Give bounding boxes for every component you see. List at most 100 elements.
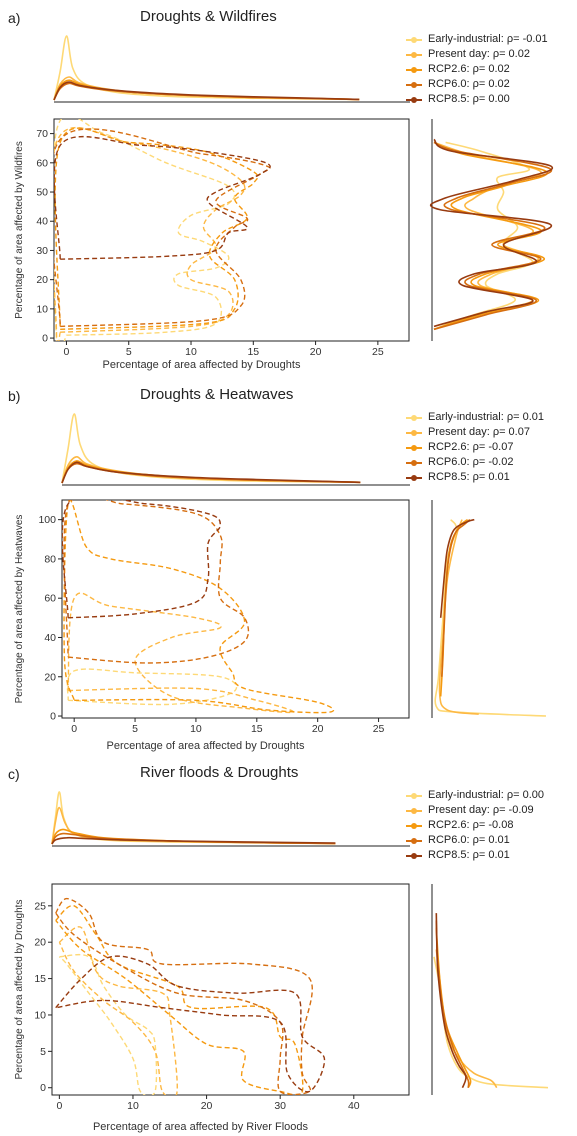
x-tick-label: 25 [373,723,385,735]
y-tick-label: 0 [50,711,56,723]
plot-frame [53,118,410,342]
right-marginal-rcp6-0 [433,141,553,331]
legend-swatch [406,791,422,801]
y-tick-label: 0 [40,1082,46,1094]
y-tick-label: 80 [44,553,56,565]
x-tick-label: 20 [312,723,324,735]
legend-label: RCP8.5: ρ= 0.00 [428,93,510,105]
panel-a-figure: 0 5 10 15 20 25 0 10 20 30 40 50 60 70 Percentage of a… [14,35,554,371]
y-tick-label: 40 [44,632,56,644]
legend-label: RCP2.6: ρ= -0.07 [428,441,514,453]
legend-swatch [406,443,422,453]
y-tick-label: 20 [34,937,46,949]
x-tick-label: 20 [201,1100,213,1112]
contour-rcp2-6-0 [63,500,335,714]
legend-swatch [406,80,422,90]
contour-early-industrial-0 [58,953,158,1095]
right-marginal-rcp8-5 [439,518,475,618]
legend-swatch [406,428,422,438]
y-tick-label: 50 [36,187,48,199]
y-tick-label: 25 [34,900,46,912]
panel-b-legend: Early-industrial: ρ= 0.01 Present day: ρ=… [406,410,544,485]
y-tick-label: 0 [42,333,48,345]
legend-label: RCP6.0: ρ= 0.02 [428,78,510,90]
contour-rcp2-6-0 [55,904,304,1095]
legend-item: Early-industrial: ρ= 0.01 [406,410,544,425]
legend-item: RCP2.6: ρ= -0.07 [406,440,544,455]
y-tick-label: 30 [36,245,48,257]
legend-label: RCP8.5: ρ= 0.01 [428,849,510,861]
legend-swatch [406,821,422,831]
contour-rcp6-0-0 [63,500,250,664]
x-tick-label: 20 [310,346,322,358]
contour-early-industrial-0 [66,668,238,706]
y-tick-label: 100 [38,514,56,526]
panel-a-letter: a) [8,10,21,26]
contour-rcp6-0-0 [55,897,313,1095]
y-tick-label: 5 [40,1046,46,1058]
legend-item: RCP8.5: ρ= 0.01 [406,470,544,485]
panel-b-letter: b) [8,388,21,404]
y-tick-label: 60 [36,157,48,169]
y-tick-label: 10 [34,1009,46,1021]
x-axis-label: Percentage of area affected by Droughts [103,359,301,371]
panel-b-figure: 0 5 10 15 20 25 0 20 40 60 80 100 Percentage of area… [14,413,547,752]
panel-c: 0 10 20 30 40 0 5 10 15 20 25 Percentage of area af… [0,756,577,1134]
contour-rcp8-5-0 [55,955,326,1093]
y-tick-label: 40 [36,216,48,228]
legend-label: RCP2.6: ρ= 0.02 [428,63,510,75]
panel-a: 0 5 10 15 20 25 0 10 20 30 40 50 60 70 Percentage of a… [0,0,577,378]
x-tick-label: 10 [185,346,197,358]
x-tick-label: 0 [71,723,77,735]
y-axis-label: Percentage of area affected by Heatwaves [14,515,25,704]
legend-label: Early-industrial: ρ= 0.01 [428,411,545,423]
y-tick-label: 70 [36,128,48,140]
legend-item: RCP8.5: ρ= 0.00 [406,92,548,107]
y-tick-label: 20 [36,274,48,286]
legend-swatch [406,458,422,468]
legend-swatch [406,35,422,45]
legend-item: Present day: ρ= -0.09 [406,803,544,818]
x-tick-label: 30 [274,1100,286,1112]
x-tick-label: 15 [251,723,263,735]
x-tick-label: 5 [126,346,132,358]
legend-item: Present day: ρ= 0.02 [406,47,548,62]
right-marginal-early-industrial [433,141,534,331]
legend-label: Early-industrial: ρ= 0.00 [428,789,545,801]
contour-early-industrial-0 [54,119,236,341]
legend-swatch [406,836,422,846]
top-marginal-rcp8-5 [61,461,361,484]
legend-label: RCP8.5: ρ= 0.01 [428,471,510,483]
legend-item: Early-industrial: ρ= -0.01 [406,32,548,47]
panel-c-title: River floods & Droughts [140,764,299,781]
y-tick-label: 60 [44,593,56,605]
legend-item: RCP8.5: ρ= 0.01 [406,848,544,863]
legend-item: RCP6.0: ρ= 0.01 [406,833,544,848]
plot-frame [61,499,410,719]
top-marginal-rcp8-5 [53,81,360,101]
y-tick-label: 15 [34,973,46,985]
legend-swatch [406,806,422,816]
legend-item: RCP6.0: ρ= 0.02 [406,77,548,92]
legend-swatch [406,65,422,75]
panel-a-legend: Early-industrial: ρ= -0.01 Present day: ρ… [406,32,548,107]
x-tick-label: 0 [64,346,70,358]
y-tick-label: 10 [36,303,48,315]
legend-label: Present day: ρ= -0.09 [428,804,534,816]
legend-swatch [406,851,422,861]
right-marginal-rcp8-5 [435,913,467,1088]
panel-c-legend: Early-industrial: ρ= 0.00 Present day: ρ=… [406,788,544,863]
right-marginal-rcp6-0 [441,519,471,677]
panel-c-letter: c) [8,766,20,782]
contour-rcp8-5-0 [54,136,271,260]
x-tick-label: 10 [190,723,202,735]
right-marginal-early-industrial [433,956,549,1089]
panel-a-title: Droughts & Wildfires [140,8,277,25]
x-tick-label: 5 [132,723,138,735]
contour-rcp2-6-0 [54,127,259,330]
plot-frame [51,883,410,1096]
legend-label: Present day: ρ= 0.02 [428,48,530,60]
y-axis-label: Percentage of area affected by Droughts [14,900,25,1080]
legend-label: Present day: ρ= 0.07 [428,426,530,438]
y-axis-label: Percentage of area affected by Wildfires [14,141,25,319]
